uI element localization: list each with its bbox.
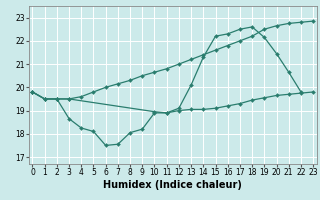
X-axis label: Humidex (Indice chaleur): Humidex (Indice chaleur) [103, 180, 242, 190]
